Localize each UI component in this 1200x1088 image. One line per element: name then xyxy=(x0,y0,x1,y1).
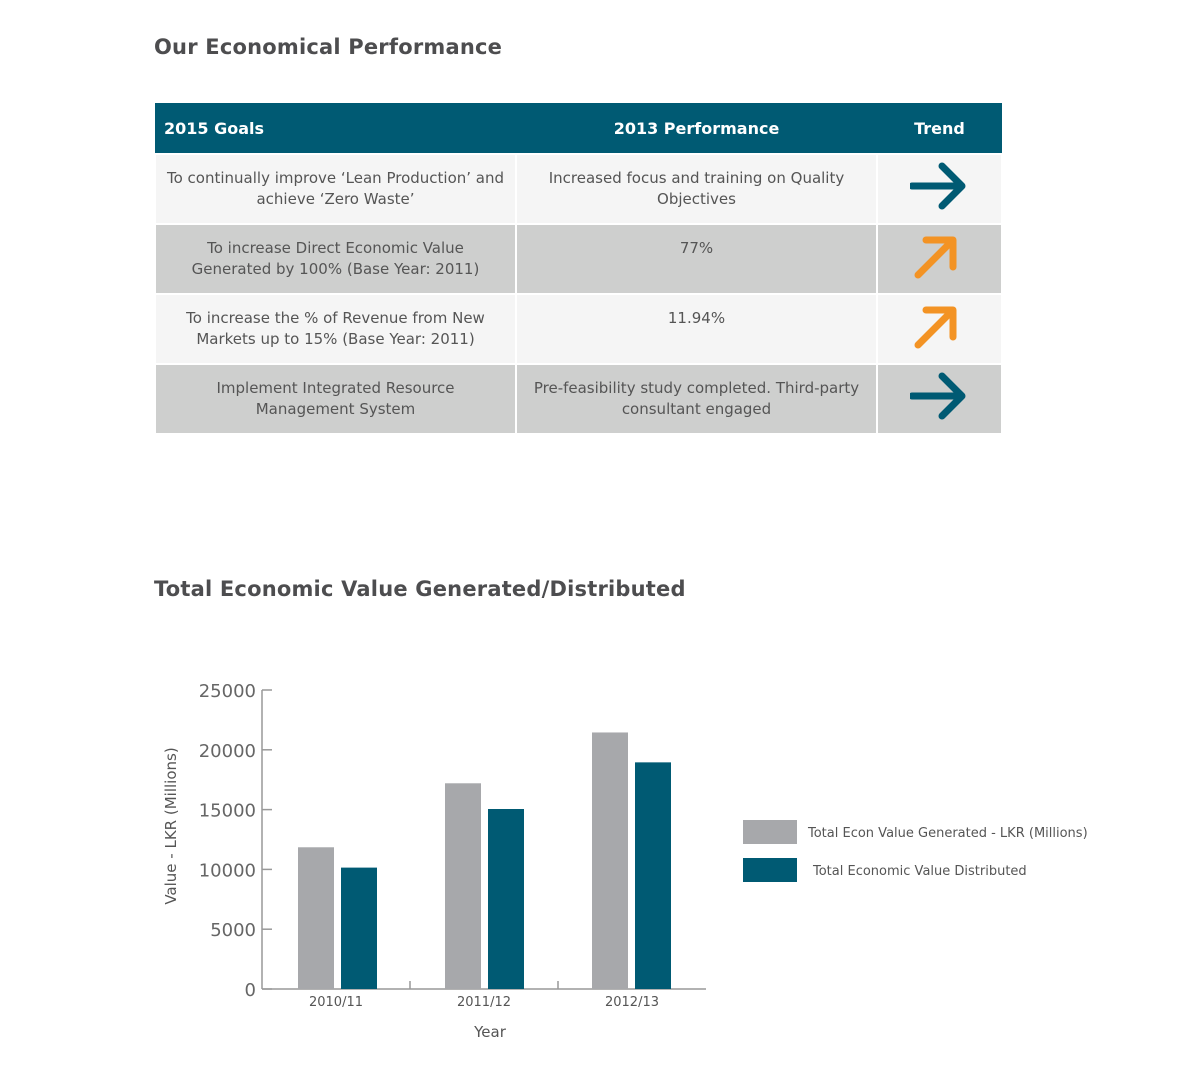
bar-generated xyxy=(445,783,481,989)
trend-cell xyxy=(876,293,1003,365)
section-title-chart: Total Economic Value Generated/Distribut… xyxy=(154,577,686,601)
trend-cell xyxy=(876,363,1003,435)
y-tick-label: 10000 xyxy=(199,860,256,881)
y-tick-label: 25000 xyxy=(199,681,256,702)
x-tick-label: 2012/13 xyxy=(605,995,659,1010)
bar-distributed xyxy=(341,867,377,989)
trend-cell xyxy=(876,223,1003,295)
x-tick-label: 2010/11 xyxy=(309,995,363,1010)
arrow-up-right-icon xyxy=(914,306,956,349)
legend-swatch xyxy=(743,858,797,882)
table-row: To continually improve ‘Lean Production’… xyxy=(154,153,1003,225)
x-axis-label: Year xyxy=(473,1023,507,1041)
goals-table: 2015 Goals 2013 Performance Trend To con… xyxy=(154,103,1003,435)
y-tick-label: 15000 xyxy=(199,801,256,822)
performance-cell: Pre-feasibility study completed. Third-p… xyxy=(515,363,878,435)
header-trend: Trend xyxy=(877,103,1002,154)
arrow-right-icon xyxy=(908,372,965,420)
table-row: To increase the % of Revenue from New Ma… xyxy=(154,293,1003,365)
legend-swatch xyxy=(743,820,797,844)
x-tick-label: 2011/12 xyxy=(457,995,511,1010)
header-performance: 2013 Performance xyxy=(516,103,877,154)
trend-cell xyxy=(876,153,1003,225)
bar-generated xyxy=(592,732,628,989)
y-tick-label: 20000 xyxy=(199,741,256,762)
table-row: Implement Integrated Resource Management… xyxy=(154,363,1003,435)
bar-distributed xyxy=(635,762,671,989)
goal-cell: To continually improve ‘Lean Production’… xyxy=(154,153,517,225)
performance-cell: 77% xyxy=(515,223,878,295)
performance-cell: 11.94% xyxy=(515,293,878,365)
bar-generated xyxy=(298,847,334,989)
goal-cell: Implement Integrated Resource Management… xyxy=(154,363,517,435)
y-axis-label: Value - LKR (Millions) xyxy=(162,747,180,904)
y-tick-label: 0 xyxy=(245,980,256,1001)
section-title-performance: Our Economical Performance xyxy=(154,35,503,59)
bar-distributed xyxy=(488,809,524,989)
arrow-right-icon xyxy=(908,162,965,210)
legend-label: Total Econ Value Generated - LKR (Millio… xyxy=(807,826,1088,841)
legend-label: Total Economic Value Distributed xyxy=(812,864,1027,879)
header-goals: 2015 Goals xyxy=(155,103,516,154)
goal-cell: To increase Direct Economic Value Genera… xyxy=(154,223,517,295)
y-tick-label: 5000 xyxy=(210,920,256,941)
table-row: To increase Direct Economic Value Genera… xyxy=(154,223,1003,295)
arrow-up-right-icon xyxy=(914,236,956,279)
goal-cell: To increase the % of Revenue from New Ma… xyxy=(154,293,517,365)
performance-cell: Increased focus and training on Quality … xyxy=(515,153,878,225)
